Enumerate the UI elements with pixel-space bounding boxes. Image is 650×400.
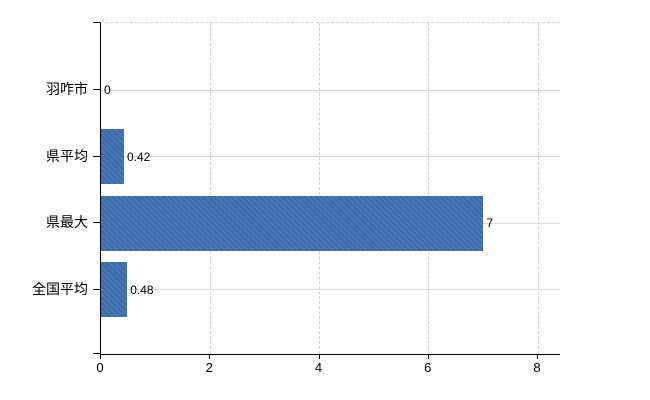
bar-value-label: 0: [104, 83, 111, 97]
category-label: 羽咋市: [46, 81, 88, 97]
vertical-gridline: [209, 23, 211, 354]
bar: [101, 195, 484, 251]
plot-area: 0 0.42 7 0.48: [100, 22, 560, 355]
x-axis-tick: [100, 354, 101, 359]
x-axis-tick-label: 4: [314, 360, 323, 375]
y-axis-tick: [93, 22, 100, 23]
category-label: 県最大: [46, 214, 88, 230]
x-axis-tick-label: 6: [424, 360, 432, 375]
bar-value-label: 0.42: [126, 149, 151, 164]
x-axis-tick: [537, 354, 538, 359]
bar-value-label: 7: [486, 216, 494, 230]
y-axis-tick: [93, 288, 100, 290]
vertical-gridline: [428, 23, 430, 354]
y-axis-tick: [93, 155, 100, 157]
x-axis-tick-label: 8: [533, 360, 541, 375]
category-label: 全国平均: [32, 280, 88, 297]
vertical-gridline: [537, 23, 539, 354]
category-label: 県平均: [46, 147, 88, 164]
horizontal-gridline: [101, 289, 560, 290]
y-axis-tick: [93, 89, 100, 90]
x-axis-tick: [318, 354, 320, 359]
bar: [101, 129, 124, 184]
x-axis-tick: [209, 354, 211, 359]
bar: [101, 262, 128, 317]
y-axis-tick: [93, 222, 100, 223]
horizontal-gridline: [101, 89, 560, 91]
y-axis-tick: [93, 353, 100, 354]
bar-value-label: 0.48: [130, 282, 154, 297]
horizontal-gridline: [101, 156, 560, 157]
x-axis-tick-label: 0: [96, 360, 104, 375]
x-axis-tick: [427, 354, 429, 359]
vertical-gridline: [319, 23, 320, 354]
x-axis-tick-label: 2: [205, 360, 213, 375]
